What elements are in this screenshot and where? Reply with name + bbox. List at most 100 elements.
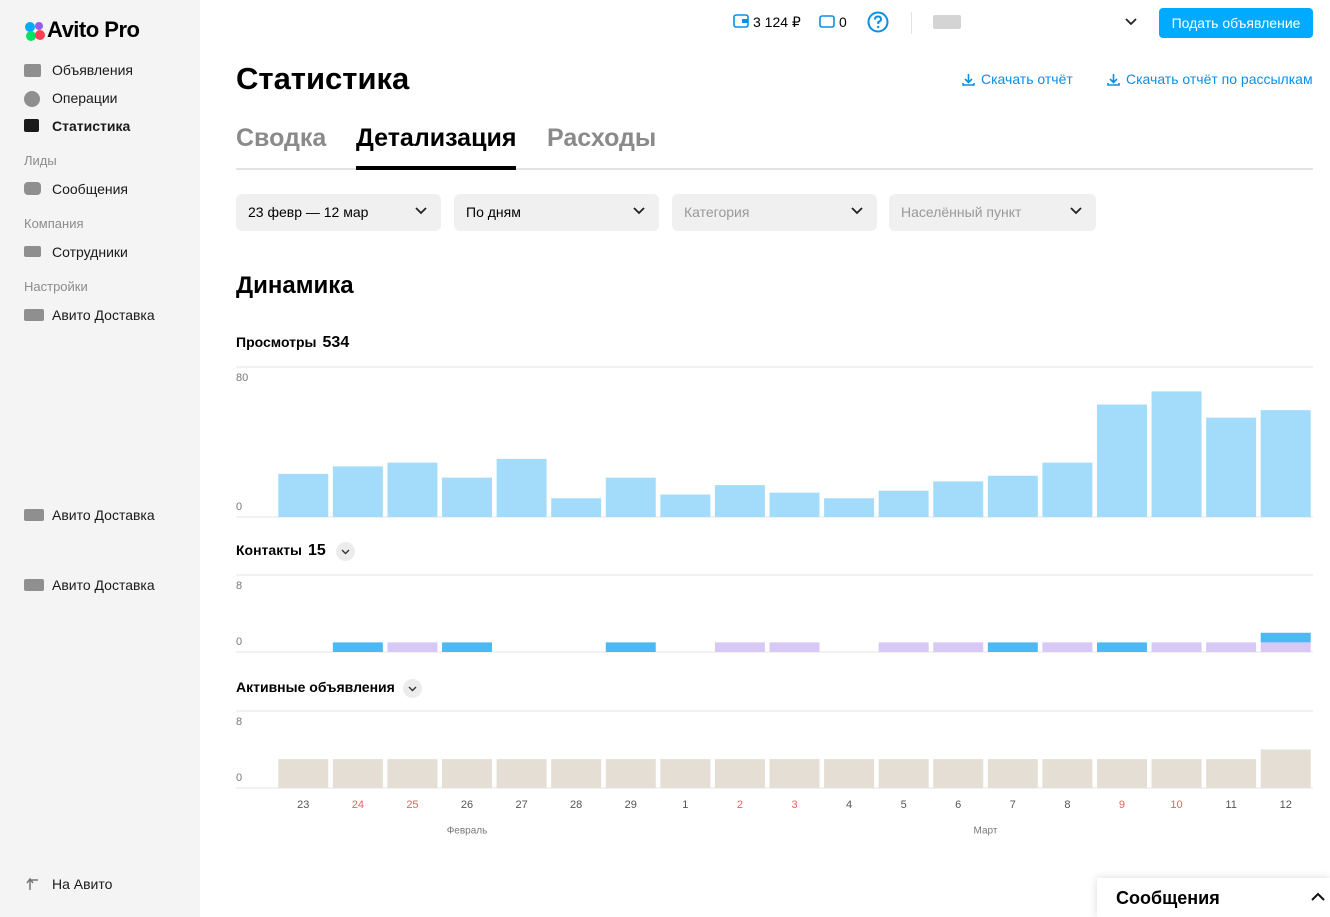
expand-icon [408,686,417,692]
bar [1151,391,1202,517]
help-button[interactable] [867,11,889,33]
bar [1206,759,1257,788]
company-avatar[interactable] [933,15,961,29]
bar [496,759,547,788]
bar [769,492,820,517]
nav-item-active[interactable]: Статистика [52,118,131,134]
bar [278,473,329,517]
bar [933,759,984,788]
promo-count[interactable]: 0 [839,14,847,30]
x-tick-label: 27 [515,799,527,811]
x-tick-label: 6 [955,799,961,811]
filter-text: 23 февр — 12 мар [248,204,369,220]
nav-item[interactable]: Сотрудники [52,244,128,260]
filter-chevron [1070,207,1082,215]
bar [442,477,493,517]
bar [824,759,875,788]
nav-icon [24,579,44,591]
bar [387,759,438,788]
bar-segment [769,642,820,652]
x-tick-label: 26 [461,799,473,811]
bar-segment [714,642,765,652]
y-tick-label: 0 [236,772,242,784]
messages-title: Сообщения [1116,888,1220,908]
expand-button[interactable] [403,679,422,698]
tab[interactable]: Расходы [547,124,657,152]
x-tick-label: 4 [846,799,852,811]
nav-section: Настройки [24,279,88,294]
tabs-underline [236,168,1313,170]
bar [605,759,656,788]
download-link[interactable]: Скачать отчёт по рассылкам [1126,71,1313,87]
bar-segment [1042,642,1093,652]
bar [660,759,711,788]
bar-segment [1096,642,1147,652]
bar [332,466,383,517]
bar [824,498,875,517]
nav-item[interactable]: Объявления [52,62,133,78]
y-tick-label: 8 [236,716,242,728]
tab[interactable]: Сводка [236,124,327,152]
chart-header: Просмотры 534 [236,334,349,352]
bar-segment [387,642,438,652]
bar [660,494,711,517]
bar [1260,749,1311,788]
bar-segment [605,642,656,652]
page-title: Статистика [236,61,410,96]
x-tick-label: 10 [1170,799,1182,811]
nav-icon [24,64,41,77]
nav-item[interactable]: Авито Доставка [52,507,155,523]
logo-icon [25,22,45,41]
x-tick-label: 3 [791,799,797,811]
download-link[interactable]: Скачать отчёт [981,71,1073,87]
divider [911,12,912,34]
nav-item[interactable]: Авито Доставка [52,577,155,593]
filter-chevron [415,207,427,215]
filter-placeholder: Категория [684,204,750,220]
post-ad-button[interactable]: Подать объявление [1159,8,1313,38]
x-tick-label: 29 [625,799,637,811]
active-tab-indicator [356,166,516,170]
x-tick-label: 8 [1064,799,1070,811]
nav-item[interactable]: Сообщения [52,181,128,197]
date-filter[interactable]: 23 февр — 12 мар [236,194,441,231]
bar-segment [1260,642,1311,652]
bar-segment [878,642,929,652]
bar-segment [1260,632,1311,643]
category-filter[interactable]: Категория [672,194,877,231]
month-label: Март [974,826,998,837]
back-link[interactable]: На Авито [52,876,113,892]
tab-active[interactable]: Детализация [356,124,517,152]
messages-panel[interactable]: Сообщения [1097,878,1330,917]
bar [987,475,1038,517]
nav-item[interactable]: Операции [52,90,118,106]
filter-chevron [633,207,645,215]
balance[interactable]: 3 124 ₽ [753,14,801,30]
bar [987,759,1038,788]
period-filter[interactable]: По дням [454,194,659,231]
nav-item[interactable]: Авито Доставка [52,307,155,323]
back-icon [26,877,38,890]
bar [496,458,547,517]
chart-title: Активные объявления [236,679,395,695]
bar [551,498,602,517]
nav-icon [24,119,39,132]
x-tick-label: 11 [1225,799,1236,811]
nav-icon [24,509,44,521]
expand-button[interactable] [336,542,355,561]
bar [387,462,438,517]
location-filter[interactable]: Населённый пункт [889,194,1096,231]
chart-header: Активные объявления [236,679,395,695]
x-tick-label: 7 [1010,799,1016,811]
bar [1042,462,1093,517]
bar [714,485,765,517]
download-icon [1107,74,1120,86]
x-tick-label: 25 [406,799,418,811]
account-chevron[interactable] [1125,18,1137,26]
wallet-icon [733,14,749,28]
bar [278,759,329,788]
bar [878,759,929,788]
x-tick-label: 5 [901,799,907,811]
